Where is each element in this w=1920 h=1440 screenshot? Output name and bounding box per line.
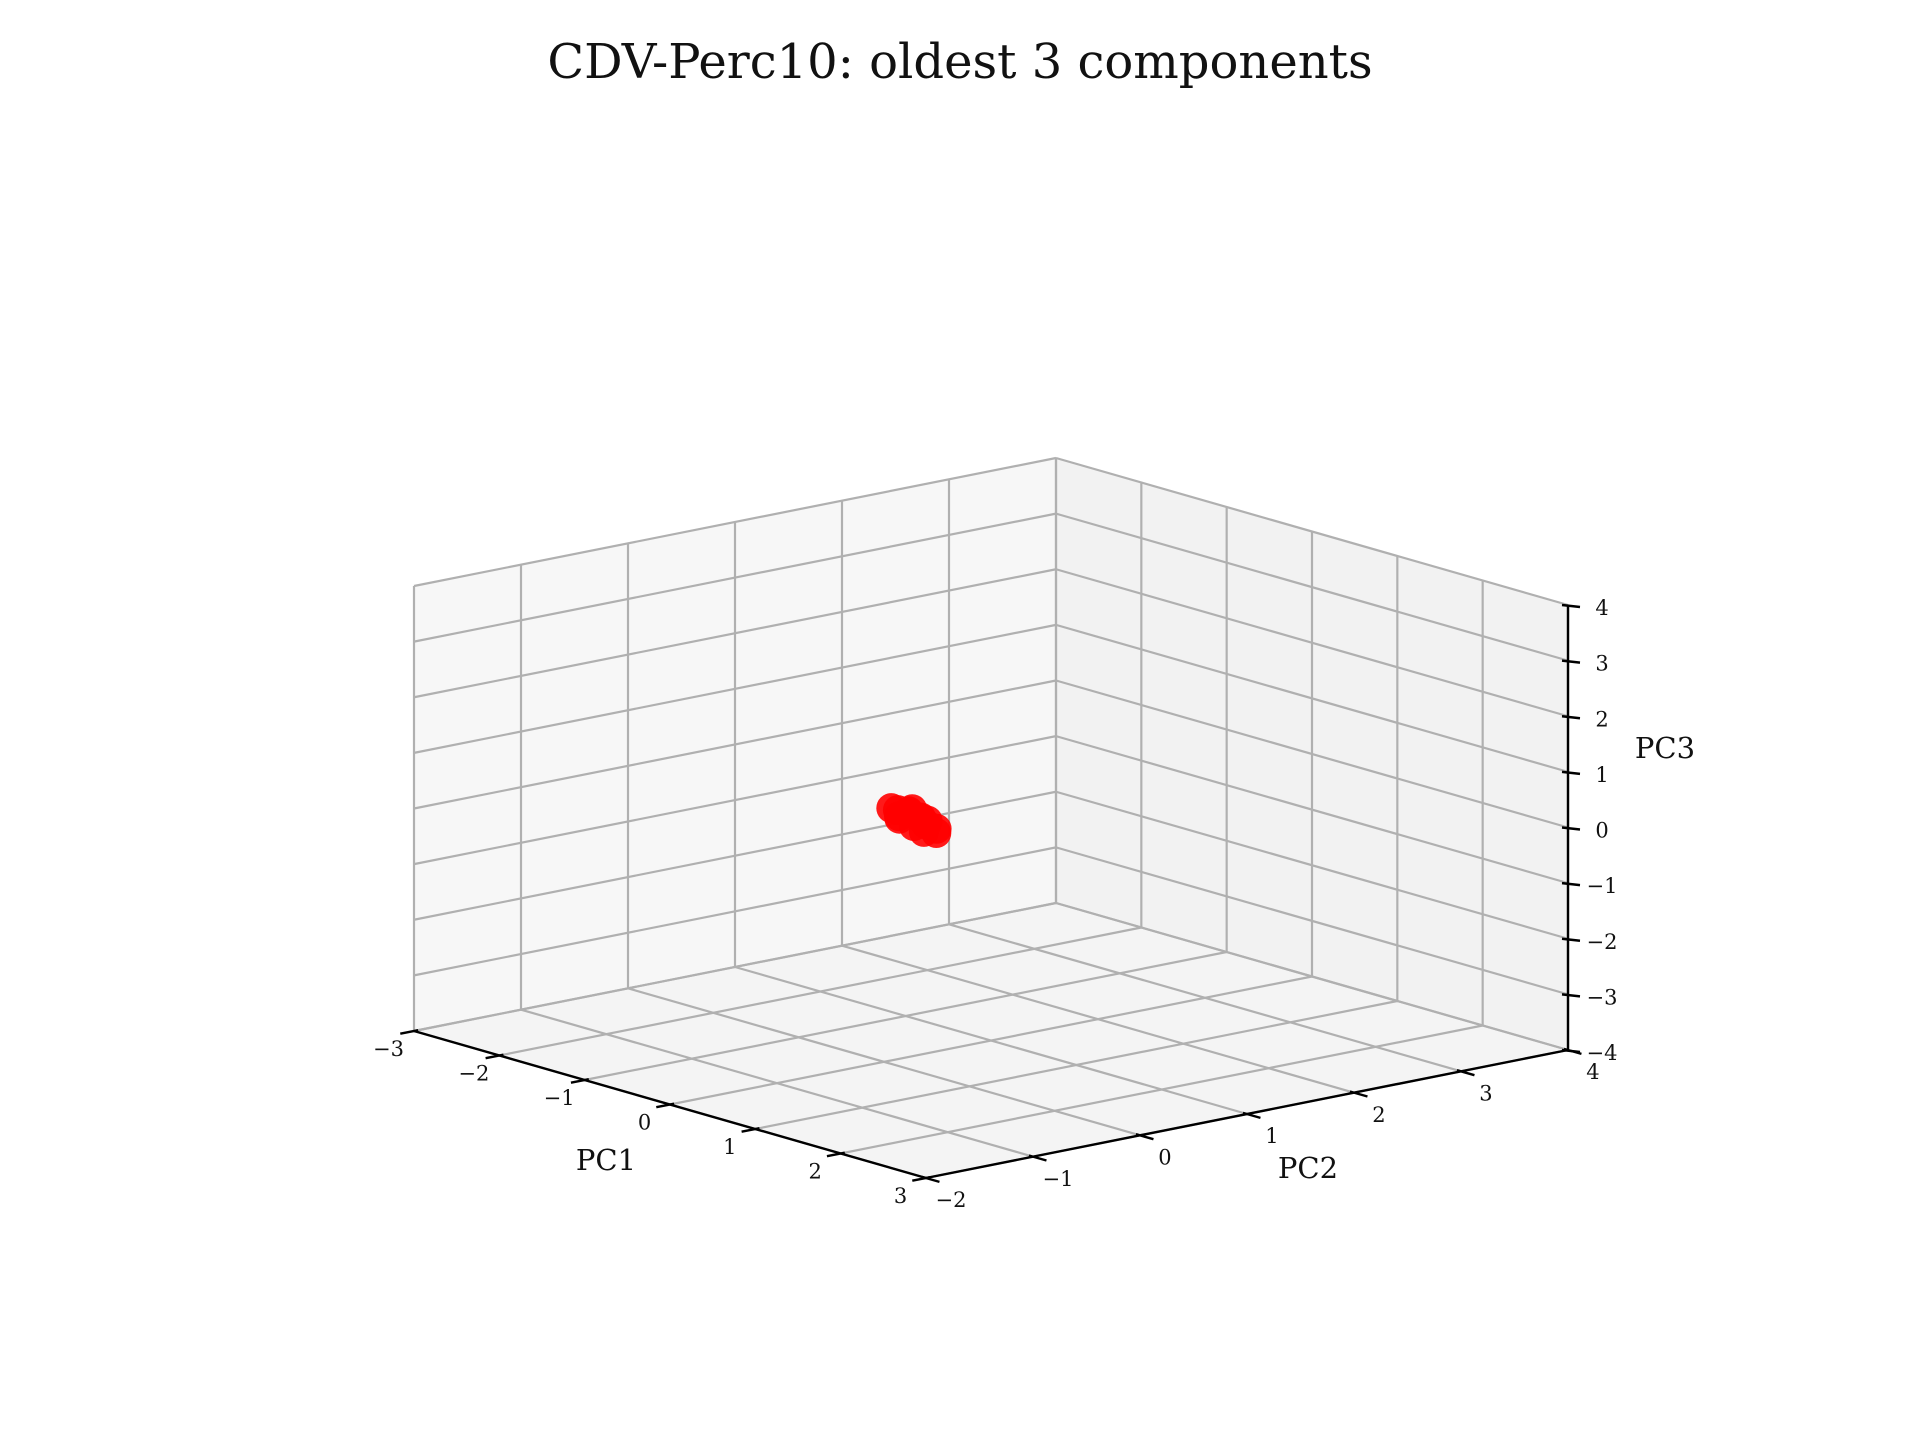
y-tick-mark [1242,1111,1261,1120]
z-tick-label: 2 [1595,707,1608,731]
grid-line-z-left-wall [413,735,1057,866]
grid-line-z-left-wall [413,901,1057,1033]
x-tick-label: −3 [373,1037,404,1061]
grid-line-z-right-wall [1055,512,1569,662]
x-tick-label: 2 [808,1160,821,1184]
grid-line-z-left-wall [413,512,1057,643]
grid-line-z-right-wall [1055,790,1569,940]
z-tick-label: −1 [1587,874,1618,898]
z-tick-label: 0 [1595,819,1608,843]
y-tick-label: 3 [1479,1082,1492,1106]
y-tick-mark [921,1175,940,1184]
grid-line-z-left-wall [413,679,1057,810]
z-tick-mark [1561,603,1581,609]
grid-line-z-left-wall [413,846,1057,977]
grid-lines [412,456,1570,1180]
grid-line-z-left-wall [413,568,1057,699]
y-tick-mark [1456,1069,1475,1077]
z-tick-mark [1561,993,1581,998]
x-tick-label: −2 [458,1062,489,1086]
y-axis-label: PC2 [1278,1151,1338,1185]
grid-line-z-left-wall [413,456,1057,588]
z-tick-mark [1561,770,1581,776]
scatter-point [912,805,943,836]
grid-line-z-right-wall [1055,623,1569,773]
grid-line-y-floor [841,944,1355,1094]
grid-line-z-right-wall [1055,901,1569,1052]
x-tick-label: 1 [723,1135,736,1159]
y-tick-label: −1 [1043,1167,1074,1191]
chart-title: CDV-Perc10: oldest 3 components [547,34,1372,90]
grid-line-z-right-wall [1055,568,1569,718]
z-tick-label: −4 [1587,1041,1618,1065]
grid-line-y-floor [627,987,1141,1137]
y-tick-label: −2 [936,1188,967,1212]
z-tick-label: 3 [1595,652,1608,676]
grid-line-z-right-wall [1055,456,1569,607]
z-tick-mark [1561,826,1581,831]
scatter-point [876,793,907,824]
x-tick-mark [400,1029,419,1035]
x-tick-mark [656,1102,675,1109]
grid-line-y-floor [520,1008,1034,1158]
z-tick-mark [1561,937,1581,942]
y-tick-label: 2 [1372,1103,1385,1127]
x-tick-mark [741,1127,760,1133]
z-axis-label: PC3 [1635,731,1695,765]
axis-panes [413,457,1569,1179]
grid-line-z-left-wall [413,623,1057,754]
y-tick-mark [1028,1154,1047,1162]
z-tick-mark [1561,659,1581,664]
x-tick-mark [485,1053,504,1060]
x-tick-mark [570,1078,590,1084]
y-tick-mark [1135,1133,1154,1141]
x-tick-label: 3 [894,1184,907,1208]
z-tick-mark [1561,1048,1581,1054]
x-tick-label: −1 [544,1086,575,1110]
scatter-points [876,793,952,848]
grid-line-z-right-wall [1055,735,1569,885]
z-tick-label: 1 [1595,763,1608,787]
grid-line-y-floor [734,965,1248,1116]
y-tick-label: 0 [1158,1146,1171,1170]
z-tick-label: −2 [1587,930,1618,954]
y-tick-mark [1349,1090,1368,1098]
x-axis-label: PC1 [576,1143,636,1177]
z-tick-mark [1561,715,1581,720]
y-tick-label: 1 [1265,1124,1278,1148]
y-tick-label: 4 [1586,1060,1599,1084]
grid-line-z-left-wall [413,790,1057,921]
grid-line-y-floor [948,923,1462,1073]
grid-line-z-right-wall [1055,846,1569,996]
x-tick-label: 0 [638,1111,651,1135]
z-tick-label: −3 [1587,985,1618,1009]
z-tick-mark [1561,881,1581,887]
grid-line-z-right-wall [1055,679,1569,829]
z-tick-label: 4 [1595,596,1608,620]
x-tick-mark [826,1151,846,1158]
